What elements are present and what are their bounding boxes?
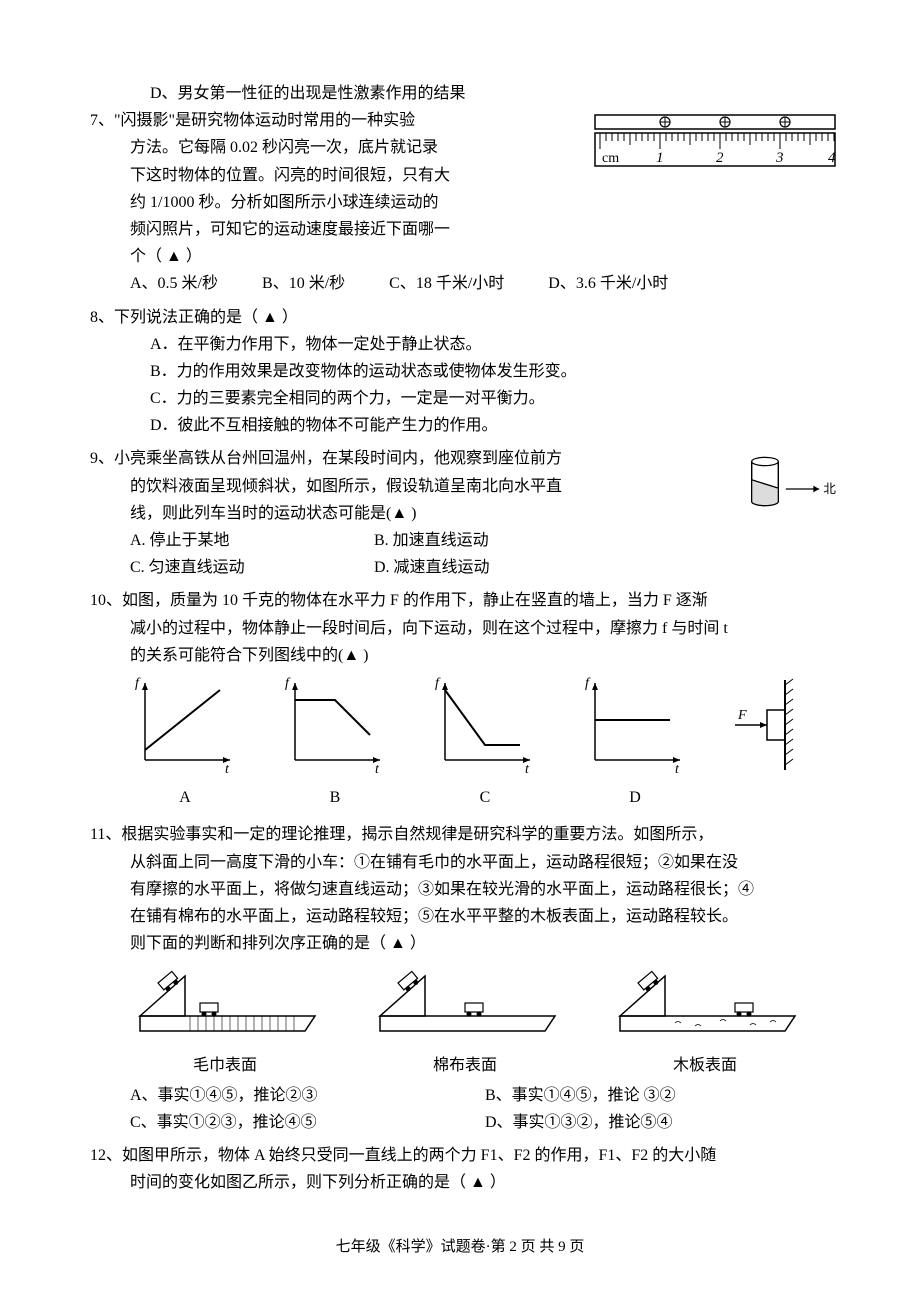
q9-opt-b: B. 加速直线运动 xyxy=(374,527,489,554)
ruler-svg: cm 1 2 3 4 xyxy=(590,111,840,181)
q7-opt-d: D、3.6 千米/小时 xyxy=(548,270,668,297)
q7-options: A、0.5 米/秒 B、10 米/秒 C、18 千米/小时 D、3.6 千米/小… xyxy=(90,270,840,297)
q9-stem-2: 的饮料液面呈现倾斜状，如图所示，假设轨道呈南北向水平直 xyxy=(90,473,840,500)
q7: cm 1 2 3 4 7、"闪摄影"是研究物体运动时常用的一种实验 方法。它每隔… xyxy=(90,107,840,297)
cart-icon xyxy=(465,1003,483,1017)
q11-stem-3: 有摩擦的水平面上，将做匀速直线运动；③如果在较光滑的水平面上，运动路程很长；④ xyxy=(90,876,840,903)
ruler-unit: cm xyxy=(602,151,619,166)
q9-stem-1: 9、小亮乘坐高铁从台州回温州，在某段时间内，他观察到座位前方 xyxy=(90,445,840,472)
q9-opt-a: A. 停止于某地 xyxy=(130,527,330,554)
ball-2 xyxy=(720,117,730,127)
q9-opt-d: D. 减速直线运动 xyxy=(374,554,490,581)
q10-label-d: D xyxy=(580,784,690,811)
q10-graph-a: f t A xyxy=(130,675,240,811)
q10-label-c: C xyxy=(430,784,540,811)
q11-surface-label-1: 毛巾表面 xyxy=(130,1052,320,1079)
q8-stem: 8、下列说法正确的是（ ▲ ） xyxy=(90,304,840,331)
svg-text:f: f xyxy=(285,676,291,691)
q10-graphs: f t A f t B f xyxy=(90,669,840,815)
q10-graph-d: f t D xyxy=(580,675,690,811)
q7-stem-6: 个（ ▲ ） xyxy=(90,243,840,270)
q9-options-row2: C. 匀速直线运动 D. 减速直线运动 xyxy=(90,554,840,581)
svg-text:t: t xyxy=(675,762,680,775)
cart-icon xyxy=(398,972,420,994)
q11-surface-1: 毛巾表面 xyxy=(130,961,320,1079)
exam-page: D、男女第一性征的出现是性激素作用的结果 cm xyxy=(0,0,920,1300)
svg-text:2: 2 xyxy=(716,150,724,166)
svg-text:4: 4 xyxy=(828,150,836,166)
q10: 10、如图，质量为 10 千克的物体在水平力 F 的作用下，静止在竖直的墙上，当… xyxy=(90,587,840,815)
cart-icon xyxy=(735,1003,753,1017)
svg-text:t: t xyxy=(225,762,230,775)
north-label: 北 xyxy=(823,483,836,497)
cart-icon xyxy=(638,972,660,994)
q10-stem-3: 的关系可能符合下列图线中的(▲ ) xyxy=(90,642,840,669)
q11-opt-d: D、事实①③②，推论⑤④ xyxy=(485,1109,840,1136)
q10-graph-c: f t C xyxy=(430,675,540,811)
q9-figure: 北 xyxy=(740,445,840,538)
q10-stem-2: 减小的过程中，物体静止一段时间后，向下运动，则在这个过程中，摩擦力 f 与时间 … xyxy=(90,615,840,642)
q12-stem-1: 12、如图甲所示，物体 A 始终只受同一直线上的两个力 F1、F2 的作用，F1… xyxy=(90,1142,840,1169)
q8: 8、下列说法正确的是（ ▲ ） A．在平衡力作用下，物体一定处于静止状态。 B．… xyxy=(90,304,840,440)
q8-opt-c: C．力的三要素完全相同的两个力，一定是一对平衡力。 xyxy=(90,385,840,412)
q7-figure: cm 1 2 3 4 xyxy=(590,111,840,190)
svg-text:t: t xyxy=(375,762,380,775)
q9-stem-3: 线，则此列车当时的运动状态可能是(▲ ) xyxy=(90,500,840,527)
q7-opt-a: A、0.5 米/秒 xyxy=(130,270,218,297)
q11-stem-4: 在铺有棉布的水平面上，运动路程较短；⑤在水平平整的木板表面上，运动路程较长。 xyxy=(90,903,840,930)
q7-stem-5: 频闪照片，可知它的运动速度最接近下面哪一 xyxy=(90,216,840,243)
q11-surface-2: 棉布表面 xyxy=(370,961,560,1079)
svg-text:f: f xyxy=(135,676,141,691)
q11-options-row1: A、事实①④⑤，推论②③ B、事实①④⑤，推论 ③② xyxy=(90,1082,840,1109)
q8-opt-b: B．力的作用效果是改变物体的运动状态或使物体发生形变。 xyxy=(90,358,840,385)
q9-options-row1: A. 停止于某地 B. 加速直线运动 xyxy=(90,527,840,554)
q11-opt-a: A、事实①④⑤，推论②③ xyxy=(130,1082,485,1109)
q11-stem-5: 则下面的判断和排列次序正确的是（ ▲ ） xyxy=(90,930,840,957)
q11-options-row2: C、事实①②③，推论④⑤ D、事实①③②，推论⑤④ xyxy=(90,1109,840,1136)
q11-opt-c: C、事实①②③，推论④⑤ xyxy=(130,1109,485,1136)
q9-opt-c: C. 匀速直线运动 xyxy=(130,554,330,581)
q10-stem-1: 10、如图，质量为 10 千克的物体在水平力 F 的作用下，静止在竖直的墙上，当… xyxy=(90,587,840,614)
q11-surface-3: 木板表面 xyxy=(610,961,800,1079)
q10-graph-b: f t B xyxy=(280,675,390,811)
q11-stem-1: 11、根据实验事实和一定的理论推理，揭示自然规律是研究科学的重要方法。如图所示， xyxy=(90,821,840,848)
q8-opt-a: A．在平衡力作用下，物体一定处于静止状态。 xyxy=(90,331,840,358)
cart-icon xyxy=(200,1003,218,1017)
q11-surface-label-3: 木板表面 xyxy=(610,1052,800,1079)
q11-opt-b: B、事实①④⑤，推论 ③② xyxy=(485,1082,840,1109)
svg-text:f: f xyxy=(585,676,591,691)
page-footer: 七年级《科学》试题卷·第 2 页 共 9 页 xyxy=(0,1235,920,1261)
q6-opt-d: D、男女第一性征的出现是性激素作用的结果 xyxy=(90,80,840,107)
q7-opt-c: C、18 千米/小时 xyxy=(389,270,504,297)
svg-text:t: t xyxy=(525,762,530,775)
cup-svg: 北 xyxy=(740,449,840,529)
q11: 11、根据实验事实和一定的理论推理，揭示自然规律是研究科学的重要方法。如图所示，… xyxy=(90,821,840,1136)
ball-1 xyxy=(660,117,670,127)
q10-wall-figure: F xyxy=(730,675,800,811)
q10-label-b: B xyxy=(280,784,390,811)
cart-icon xyxy=(158,972,180,994)
q12: 12、如图甲所示，物体 A 始终只受同一直线上的两个力 F1、F2 的作用，F1… xyxy=(90,1142,840,1196)
ball-3 xyxy=(780,117,790,127)
svg-text:3: 3 xyxy=(775,150,784,166)
q11-stem-2: 从斜面上同一高度下滑的小车：①在铺有毛巾的水平面上，运动路程很短；②如果在没 xyxy=(90,849,840,876)
q11-figures: 毛巾表面 棉布表面 xyxy=(90,957,840,1081)
svg-text:f: f xyxy=(435,676,441,691)
q10-label-a: A xyxy=(130,784,240,811)
force-label: F xyxy=(737,708,747,723)
q7-stem-4: 约 1/1000 秒。分析如图所示小球连续运动的 xyxy=(90,189,840,216)
svg-text:1: 1 xyxy=(656,150,664,166)
q11-surface-label-2: 棉布表面 xyxy=(370,1052,560,1079)
q8-opt-d: D．彼此不互相接触的物体不可能产生力的作用。 xyxy=(90,412,840,439)
q12-stem-2: 时间的变化如图乙所示，则下列分析正确的是（ ▲ ） xyxy=(90,1169,840,1196)
q7-opt-b: B、10 米/秒 xyxy=(262,270,345,297)
q9: 北 9、小亮乘坐高铁从台州回温州，在某段时间内，他观察到座位前方 的饮料液面呈现… xyxy=(90,445,840,581)
